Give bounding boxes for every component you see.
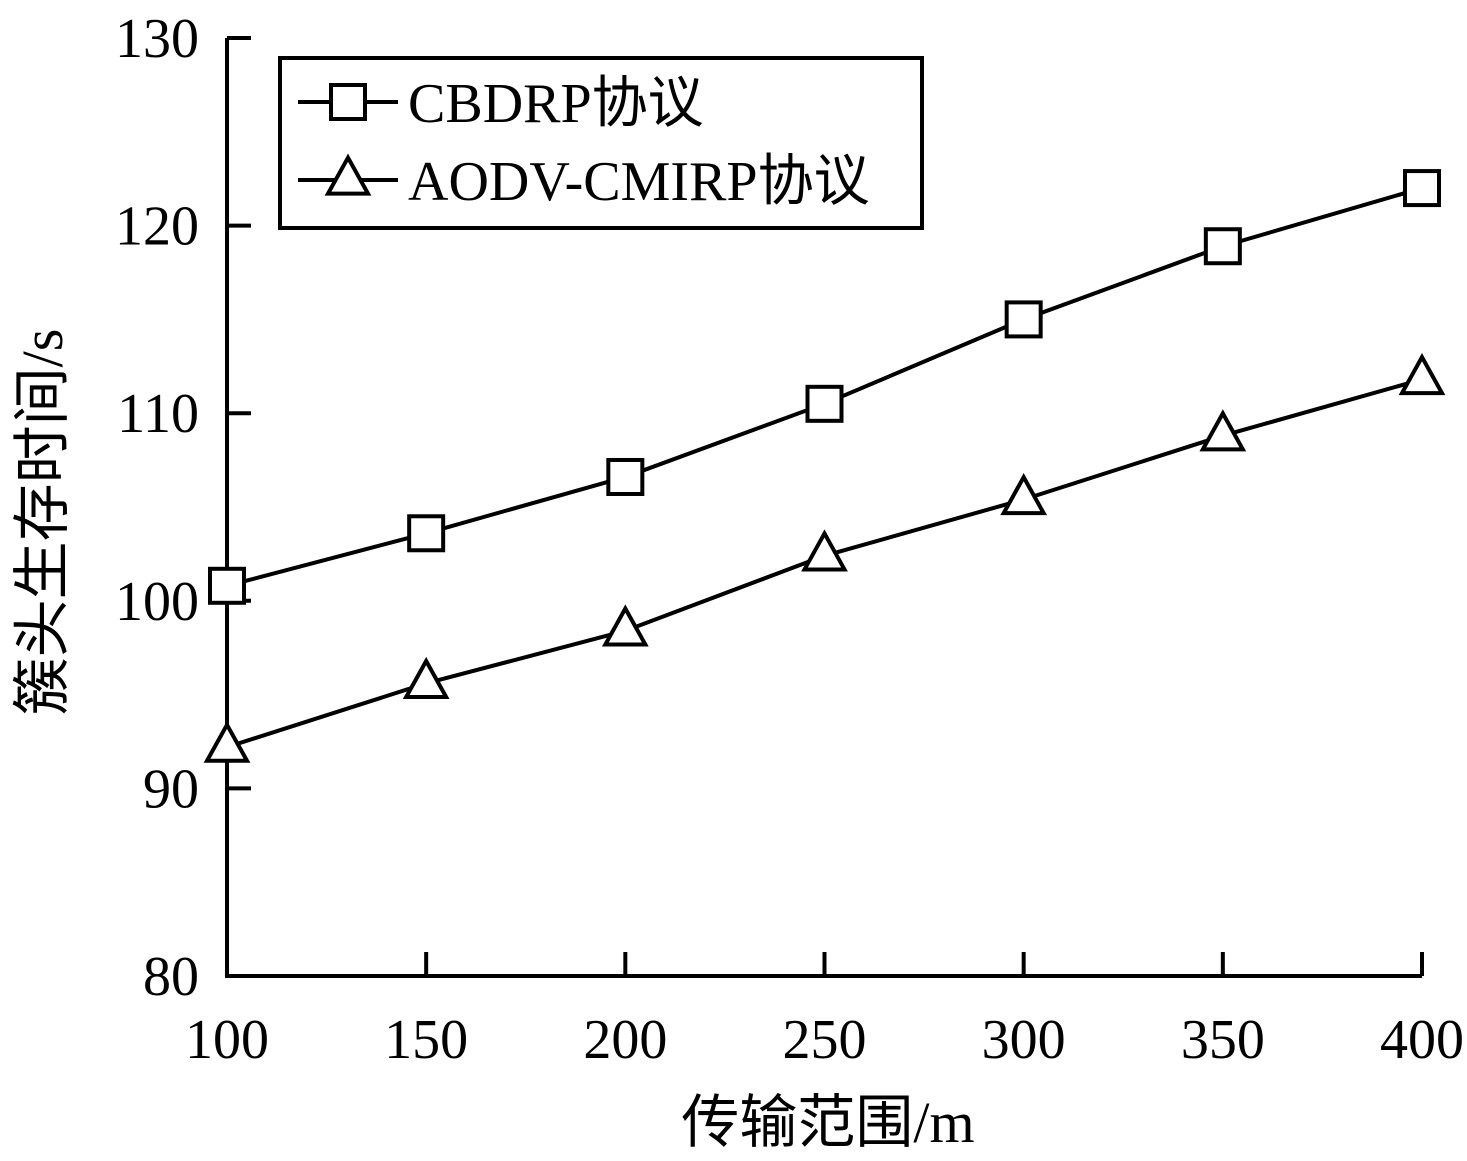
tick-marks: 80 90 100 110 120 130 100 150 200 250 300 350 400 [115,8,1464,1071]
data-point [1398,352,1446,396]
data-point [407,514,446,553]
data-point [601,604,649,647]
data-point [203,720,251,763]
x-tick-label: 300 [982,1009,1066,1071]
x-tick-label: 150 [384,1009,468,1071]
x-tick-label: 200 [583,1009,667,1071]
series-layer [203,169,1446,763]
data-point [606,457,645,496]
data-point [801,529,848,572]
data-point [805,384,844,423]
legend-entry: AODV-CMIRP协议 [298,151,870,213]
series-1 [208,169,1441,605]
data-point [1000,473,1048,516]
data-point [1004,300,1043,339]
data-point [1403,169,1441,208]
y-tick-label: 130 [115,8,199,70]
data-point [402,656,450,700]
legend-marker [324,153,372,196]
data-point [1203,227,1242,266]
series-2 [203,352,1446,763]
data-point [208,566,246,605]
legend-label: AODV-CMIRP协议 [408,151,870,213]
y-tick-label: 100 [115,571,199,633]
x-tick-label: 400 [1380,1009,1464,1071]
legend-box [278,56,924,230]
data-point [1199,409,1247,452]
legend: CBDRP协议 AODV-CMIRP协议 [278,56,924,230]
y-tick-label: 80 [143,946,199,1008]
legend-entry: CBDRP协议 [298,73,704,135]
y-tick-label: 120 [115,196,199,258]
x-tick-label: 250 [783,1009,867,1071]
x-axis-label: 传输范围/m [681,1090,974,1155]
y-axis-label: 簇头生存时间/s [10,329,75,716]
x-tick-label: 350 [1181,1009,1265,1071]
x-tick-label: 100 [185,1009,269,1071]
legend-label: CBDRP协议 [408,73,704,135]
y-tick-label: 110 [117,383,199,445]
y-tick-label: 90 [143,758,199,820]
legend-marker [329,83,367,121]
